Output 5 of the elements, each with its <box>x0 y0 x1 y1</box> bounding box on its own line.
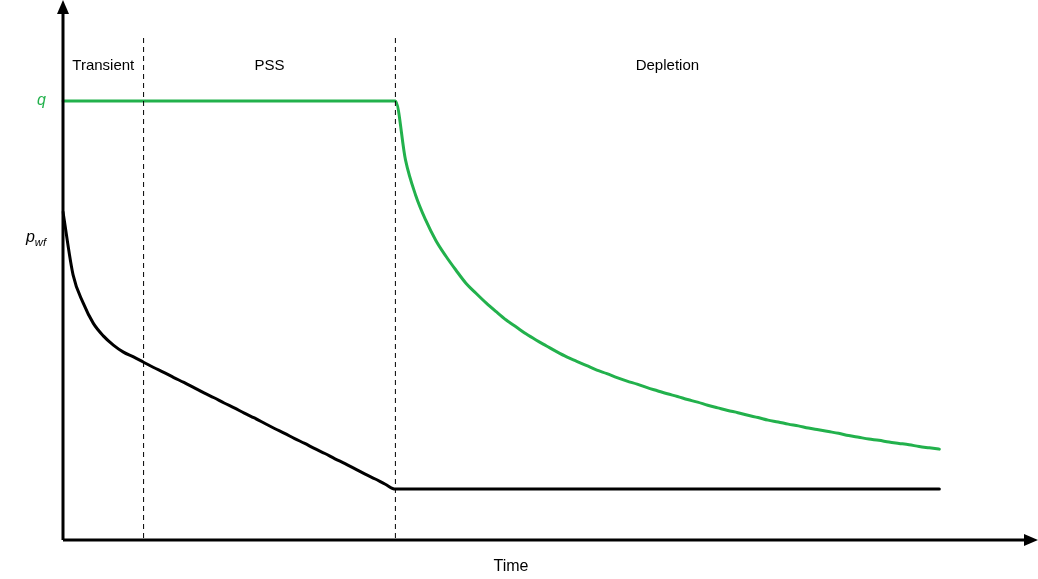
text: PSS <box>254 56 285 74</box>
series-label: q <box>37 91 47 109</box>
text: Depletion <box>635 56 700 74</box>
text: Transient <box>72 56 136 74</box>
x-axis-title: Time <box>493 557 529 575</box>
